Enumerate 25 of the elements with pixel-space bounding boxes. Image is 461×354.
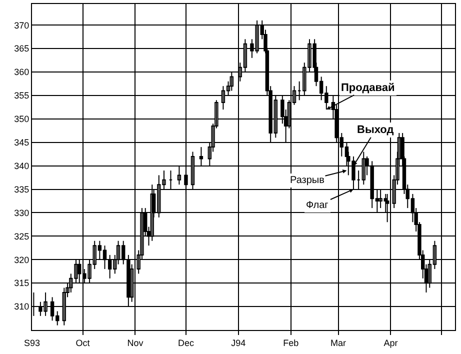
x-tick-label: Feb [283,338,299,348]
annotation: Выход [357,124,394,136]
y-tick-label: 350 [14,114,30,124]
x-tick-label: Apr [384,338,398,348]
y-tick-label: 335 [14,184,30,194]
y-tick-label: 345 [14,138,30,148]
y-tick-label: 360 [14,67,30,78]
y-tick-label: 315 [14,278,30,288]
y-tick-label: 310 [14,302,30,312]
annotation: Разрыв [290,175,324,186]
y-tick-label: 365 [14,44,30,54]
annotation: Флаг [306,200,329,211]
y-tick-label: 320 [14,254,30,265]
x-tick-label: Dec [178,338,194,348]
x-tick-label: Nov [127,338,144,348]
x-tick-label: Oct [76,338,90,348]
y-tick-label: 355 [14,90,30,101]
x-tick-label: S93 [24,338,40,348]
annotation: Продавай [341,82,395,94]
y-tick-label: 370 [14,20,30,30]
y-tick-label: 325 [14,231,30,242]
x-tick-label: Mar [330,338,346,348]
x-tick-label: J94 [231,338,246,348]
y-tick-label: 340 [14,160,30,171]
y-tick-label: 330 [14,208,30,218]
